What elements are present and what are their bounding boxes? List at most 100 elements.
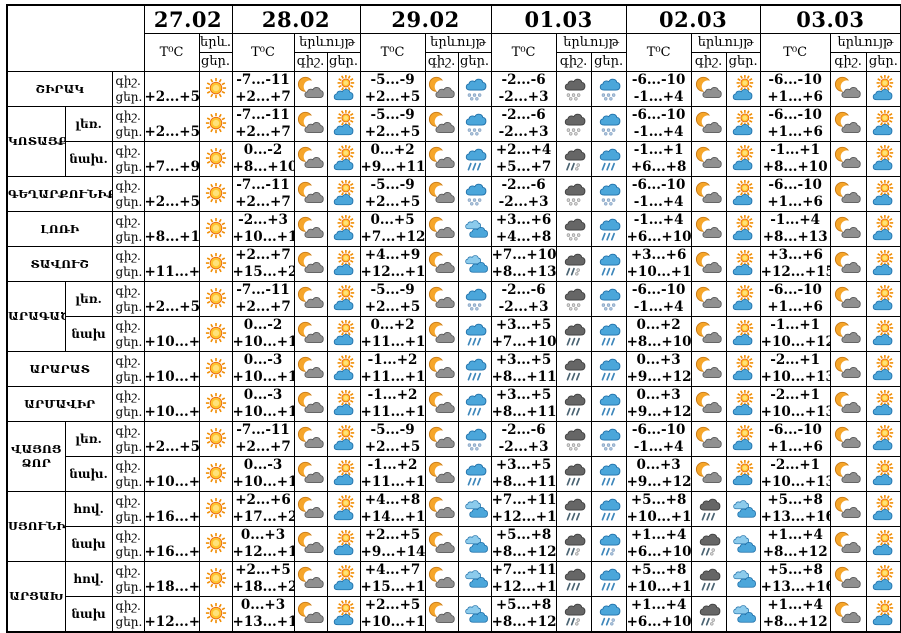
night-temp: -1...+4 <box>770 211 821 228</box>
night-temp: +3...+5 <box>495 386 552 403</box>
cloud-rain-icon <box>459 355 490 383</box>
terrain-cell: լեռ. <box>64 280 113 317</box>
moon-cloud-icon <box>426 565 457 593</box>
moon-cloud-icon <box>295 600 326 628</box>
temperature-cell: +2...+5 <box>143 70 200 107</box>
phenomenon-cell-day <box>590 560 627 597</box>
phenomenon-cell-night <box>690 455 727 492</box>
sun-cloud-icon <box>328 494 359 523</box>
day-temp: +12...+17 <box>232 543 293 560</box>
sun-cloud-icon <box>867 74 900 103</box>
table-row: ԳԵՂԱՐՔՈՒՆԻՔ գիշ. ցեր. +2...+5 -7...-11 +2...+… <box>6 175 901 212</box>
sun-cloud-icon <box>867 529 900 558</box>
phenomenon-cell-day <box>590 595 627 632</box>
moon-cloud-icon <box>831 285 865 313</box>
day-label: ցեր. <box>115 544 143 559</box>
night-temp: +3...+5 <box>495 316 552 333</box>
sun-icon <box>200 530 231 558</box>
day-temp: +11...+15 <box>144 264 199 280</box>
phenomenon-cell-day <box>590 385 627 422</box>
dark-cloud-snow-icon <box>557 425 590 453</box>
day-temp: +18...+22 <box>232 578 293 595</box>
table-row: ԱՐԱԳԱԾՈՏՆլեռ.գիշ.ցեր.+2...+5-7...-11+2..… <box>6 280 901 352</box>
temperature-cell: +8...+11 <box>143 210 200 247</box>
phenomenon-cell-night <box>555 595 592 632</box>
cloud-rain-icon <box>592 565 625 593</box>
phenomenon-cell-day <box>326 420 361 457</box>
clouds-icon <box>727 600 759 628</box>
temperature-cell: -2...+1 +10...+13 <box>759 350 831 387</box>
night-label: գիշ. <box>115 388 141 403</box>
day-temp: -1...+4 <box>633 123 684 140</box>
sun-cloud-icon <box>867 284 900 313</box>
moon-cloud-icon <box>295 320 326 348</box>
terrain-cell: նախ <box>64 525 113 562</box>
phenomenon-cell-day <box>198 560 233 597</box>
phenomenon-cell-night <box>555 70 592 107</box>
temperature-cell: -2...-6 -2...+3 <box>490 70 557 107</box>
sun-cloud-icon <box>867 564 900 593</box>
temperature-cell: 0...+2 +8...+10 <box>625 315 692 352</box>
phenomenon-cell-day <box>865 175 901 212</box>
night-label: գիշ. <box>115 458 141 473</box>
night-temp: +4...+7 <box>364 561 421 578</box>
phenomenon-cell-night <box>829 280 867 317</box>
cloud-snow-icon <box>459 180 490 208</box>
night-temp: -1...+2 <box>367 456 418 473</box>
sun-cloud-icon <box>727 144 759 173</box>
temperature-cell: +2...+6+17...+22 <box>231 490 295 527</box>
phenomenon-cell-night <box>293 280 328 317</box>
phenomenon-cell-night <box>424 595 459 632</box>
moon-cloud-icon <box>426 250 457 278</box>
phenomenon-cell-night <box>829 455 867 492</box>
date-header: 27.02 <box>143 4 233 34</box>
temperature-cell: +4...+8+14...+19 <box>359 490 426 527</box>
phenomenon-cell-night <box>555 315 592 352</box>
night-label: գիշ. <box>115 493 141 508</box>
temperature-cell: -1...+2+11...+14 <box>359 385 426 422</box>
night-temp: 0...+3 <box>636 386 681 403</box>
moon-cloud-icon <box>831 355 865 383</box>
sun-cloud-icon <box>867 599 900 628</box>
night-temp: -7...-11 <box>236 176 290 193</box>
day-temp: +7...+12 <box>360 228 426 245</box>
phenomenon-cell-day <box>590 245 627 282</box>
moon-cloud-icon <box>295 145 326 173</box>
phenomenon-cell-day <box>725 315 761 352</box>
moon-cloud-icon <box>692 285 725 313</box>
region-cell: ԱՐՄԱՎԻՐ <box>6 385 113 422</box>
cloud-rain-icon <box>592 495 625 523</box>
night-temp: +3...+5 <box>495 351 552 368</box>
night-temp: +2...+5 <box>364 596 421 613</box>
moon-cloud-icon <box>426 285 457 313</box>
sun-cloud-icon <box>867 109 900 138</box>
day-temp: +10...+15 <box>360 613 426 630</box>
temperature-cell: +3...+6+10...+13 <box>625 245 692 282</box>
temperature-cell: -6...-10 -1...+4 <box>625 175 692 212</box>
night-temp: -6...-10 <box>631 106 686 123</box>
day-col-header: ցեր. <box>590 51 627 72</box>
night-temp: +5...+8 <box>630 491 687 508</box>
temperature-cell: +7...+11+12...+16 <box>490 560 557 597</box>
terrain-cell: նախ. <box>64 140 113 177</box>
temp-col-header: T⁰C <box>143 32 200 72</box>
temperature-cell: -7...-11 +2...+7 <box>231 70 295 107</box>
phenomenon-cell-night <box>690 245 727 282</box>
phenomenon-cell-day <box>725 350 761 387</box>
cloud-rain-icon <box>592 390 625 418</box>
cloud-rain-icon <box>592 355 625 383</box>
phenomenon-cell-day <box>725 245 761 282</box>
phenomenon-cell-night <box>690 70 727 107</box>
day-temp: +2...+5 <box>144 89 199 105</box>
phenomenon-cell-night <box>829 140 867 177</box>
moon-cloud-icon <box>295 390 326 418</box>
phenomenon-cell-day <box>725 70 761 107</box>
sun-icon <box>200 180 231 208</box>
night-temp: -1...+2 <box>367 351 418 368</box>
phenomenon-header: երևույթ <box>829 32 901 53</box>
dark-cloud-rain-icon <box>557 460 590 488</box>
table-row: նախգիշ.ցեր.+10...+120...-2+10...+120...+… <box>7 315 901 352</box>
temperature-cell: -6...-10 -1...+4 <box>625 420 692 457</box>
night-temp: -7...-11 <box>236 281 290 298</box>
